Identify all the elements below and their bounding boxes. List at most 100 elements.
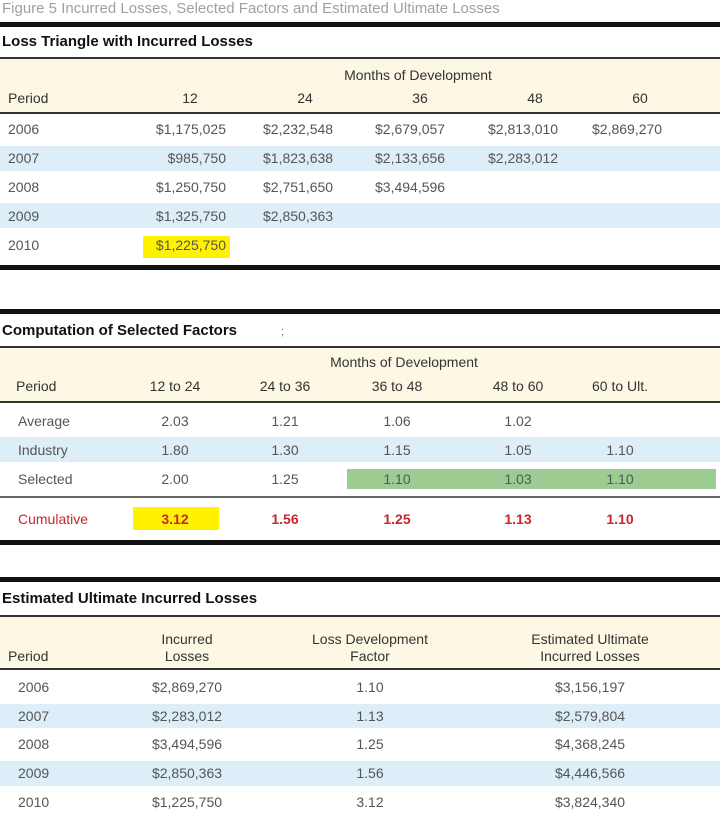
column-header: 36 to 48 — [371, 378, 423, 394]
table-cell: 1.10 — [356, 679, 384, 695]
column-header: Period — [8, 648, 49, 664]
table-cell: $985,750 — [167, 150, 226, 166]
table-cell: $2,751,650 — [263, 179, 334, 195]
divider — [0, 668, 720, 670]
divider — [0, 22, 720, 27]
table-cell: 2.00 — [161, 471, 189, 487]
divider — [0, 309, 720, 314]
column-header-line1: Loss Development — [312, 631, 428, 647]
group-header: Months of Development — [330, 354, 478, 370]
table-cell: 1.25 — [356, 736, 384, 752]
table-cell: 1.03 — [504, 471, 532, 487]
row-band — [0, 704, 720, 728]
table-cell: 1.05 — [504, 442, 532, 458]
row-label: 2007 — [8, 150, 40, 166]
column-header: 60 to Ult. — [591, 378, 649, 394]
row-label: 2008 — [8, 179, 40, 195]
column-header: 12 — [182, 90, 198, 106]
table-cell: 1.06 — [383, 413, 411, 429]
header-background — [0, 348, 720, 401]
highlight-cumulative-12-24 — [133, 507, 219, 530]
column-header: 48 to 60 — [492, 378, 544, 394]
row-label: 2009 — [8, 208, 40, 224]
table-cell: $1,175,025 — [155, 121, 226, 137]
table-cell: $3,494,596 — [375, 179, 446, 195]
table-cell: $2,850,363 — [151, 765, 223, 781]
column-header: 48 — [527, 90, 543, 106]
table-cell: $2,283,012 — [151, 708, 223, 724]
row-label: Average — [18, 413, 70, 429]
table-cell: $2,133,656 — [375, 150, 446, 166]
table-cell: $2,283,012 — [488, 150, 559, 166]
row-band — [0, 203, 720, 228]
column-header: 36 — [412, 90, 428, 106]
column-header: 12 to 24 — [149, 378, 201, 394]
table-cell: 1.10 — [606, 471, 634, 487]
column-header: Losses — [164, 648, 210, 664]
header-background — [0, 59, 720, 112]
row-label: 2009 — [18, 765, 50, 781]
table-cell: $2,869,270 — [592, 121, 663, 137]
divider — [0, 615, 720, 617]
cumulative-cell: 1.25 — [383, 511, 411, 527]
section-title-loss-triangle: Loss Triangle with Incurred Losses — [2, 33, 253, 50]
table-cell: $2,813,010 — [488, 121, 559, 137]
cumulative-cell: 3.12 — [161, 511, 189, 527]
table-cell: $4,368,245 — [554, 736, 626, 752]
row-band — [0, 146, 720, 171]
table-cell: 1.25 — [271, 471, 299, 487]
section-title-ultimate-losses: Estimated Ultimate Incurred Losses — [2, 590, 258, 607]
table-cell: $1,250,750 — [155, 179, 226, 195]
row-label: 2007 — [18, 708, 50, 724]
table-cell: 1.10 — [606, 442, 634, 458]
table-cell: $1,823,638 — [263, 150, 334, 166]
table-cell: 1.21 — [271, 413, 299, 429]
divider — [0, 265, 720, 270]
table-cell: 1.13 — [356, 708, 384, 724]
row-label: Selected — [18, 471, 73, 487]
table-cell: 1.10 — [383, 471, 411, 487]
row-label-cumulative: Cumulative — [18, 511, 89, 527]
row-band — [0, 437, 720, 462]
row-label: 2010 — [8, 237, 40, 253]
column-header-line1: Estimated Ultimate — [531, 631, 649, 647]
row-label: 2006 — [8, 121, 40, 137]
divider — [0, 577, 720, 582]
table-cell: $1,225,750 — [151, 794, 223, 810]
table-cell: $3,156,197 — [554, 679, 626, 695]
highlight-2010-12 — [143, 236, 230, 258]
table-cell: $2,679,057 — [375, 121, 446, 137]
table-cell: 1.02 — [504, 413, 532, 429]
table-cell: $2,579,804 — [554, 708, 626, 724]
table-cell: $2,850,363 — [263, 208, 334, 224]
column-header-line1: Incurred — [161, 631, 213, 647]
selected-factors-highlight — [347, 469, 716, 489]
table-cell: 3.12 — [356, 794, 384, 810]
table-cell: 1.15 — [383, 442, 411, 458]
group-header: Months of Development — [344, 67, 492, 83]
column-header: 24 to 36 — [259, 378, 311, 394]
table-cell: $3,824,340 — [554, 794, 626, 810]
table-cell: 2.03 — [161, 413, 189, 429]
column-header: Factor — [350, 648, 390, 664]
divider — [0, 401, 720, 403]
divider — [0, 540, 720, 545]
table-cell: $1,325,750 — [155, 208, 226, 224]
header-background — [0, 617, 720, 668]
table-cell: $2,232,548 — [263, 121, 334, 137]
divider — [0, 496, 720, 498]
row-label: Industry — [18, 442, 68, 458]
title-mark: ; — [281, 326, 285, 338]
column-header: 24 — [297, 90, 313, 106]
row-label: 2010 — [18, 794, 50, 810]
table-cell: $2,869,270 — [151, 679, 223, 695]
table-cell: $3,494,596 — [151, 736, 223, 752]
row-band — [0, 761, 720, 786]
table-cell: $1,225,750 — [155, 237, 226, 253]
table-cell: 1.80 — [161, 442, 189, 458]
cumulative-cell: 1.13 — [504, 511, 532, 527]
table-cell: 1.30 — [271, 442, 299, 458]
column-header: Period — [16, 378, 57, 394]
column-header: Incurred Losses — [540, 648, 640, 664]
